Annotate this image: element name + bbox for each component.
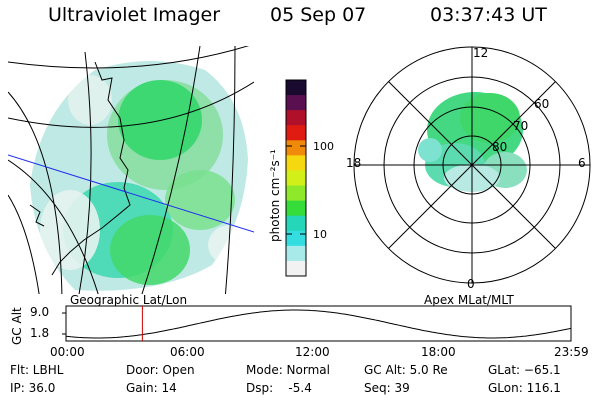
mlt-label-0: 0	[467, 277, 475, 291]
mlt-label-6: 6	[578, 156, 586, 170]
colorbar-segment	[286, 95, 306, 111]
date-label: 05 Sep 07	[270, 4, 367, 26]
mlat-label-80: 80	[492, 140, 508, 154]
timeline-ylabel: GC Alt	[10, 307, 24, 345]
time-label: 03:37:43 UT	[430, 4, 547, 26]
polar-plot	[353, 46, 591, 284]
seq-info: Seq: 39	[364, 381, 410, 395]
door-info: Door: Open	[126, 363, 195, 377]
colorbar-segment	[286, 215, 306, 232]
timeline-xtick-0600: 06:00	[170, 345, 205, 359]
timeline-xtick-2359: 23:59	[554, 345, 589, 359]
colorbar-segment	[286, 170, 306, 187]
geographic-image	[8, 46, 254, 294]
emission-regions	[40, 75, 248, 285]
timeline-xtick-1800: 18:00	[421, 345, 456, 359]
colorbar-segment	[286, 110, 306, 126]
colorbar-tick-10: 10	[313, 228, 327, 241]
colorbar-segment	[286, 185, 306, 202]
app-title: Ultraviolet Imager	[48, 4, 221, 26]
colorbar-segment	[286, 230, 306, 247]
colorbar-segment	[286, 260, 306, 277]
colorbar-segment	[286, 200, 306, 217]
filter-info: Flt: LBHL	[10, 363, 64, 377]
colorbar-tick-100: 100	[313, 140, 334, 153]
timeline-ytick-min: 1.8	[30, 326, 50, 340]
timeline-xtick-0000: 00:00	[50, 345, 85, 359]
ip-info: IP: 36.0	[10, 381, 56, 395]
mlat-label-60: 60	[534, 97, 550, 111]
gc-alt-info: GC Alt: 5.0 Re	[364, 363, 448, 377]
polar-caption: Apex MLat/MLT	[424, 293, 514, 307]
colorbar	[285, 79, 307, 277]
timeline-xtick-1200: 12:00	[295, 345, 330, 359]
geographic-caption: Geographic Lat/Lon	[70, 293, 188, 307]
glat-info: GLat: −65.1	[488, 363, 561, 377]
colorbar-segment	[286, 155, 306, 171]
coastline	[51, 61, 131, 276]
glon-info: GLon: 116.1	[488, 381, 561, 395]
mlt-label-12: 12	[473, 46, 489, 60]
colorbar-unit-label: photon cm⁻²s⁻¹	[268, 149, 282, 242]
altitude-curve	[65, 309, 572, 339]
colorbar-segment	[286, 245, 306, 262]
altitude-timeline	[62, 305, 572, 342]
mode-info: Mode: Normal	[246, 363, 330, 377]
gain-info: Gain: 14	[126, 381, 177, 395]
colorbar-segment	[286, 125, 306, 141]
timeline-ytick-max: 9.0	[30, 305, 50, 319]
mlat-label-70: 70	[513, 119, 529, 133]
colorbar-segment	[286, 80, 306, 96]
colorbar-segment	[286, 140, 306, 156]
polar-emission	[418, 92, 527, 192]
mlt-label-18: 18	[346, 156, 362, 170]
dsp-info: Dsp: -5.4	[246, 381, 312, 395]
